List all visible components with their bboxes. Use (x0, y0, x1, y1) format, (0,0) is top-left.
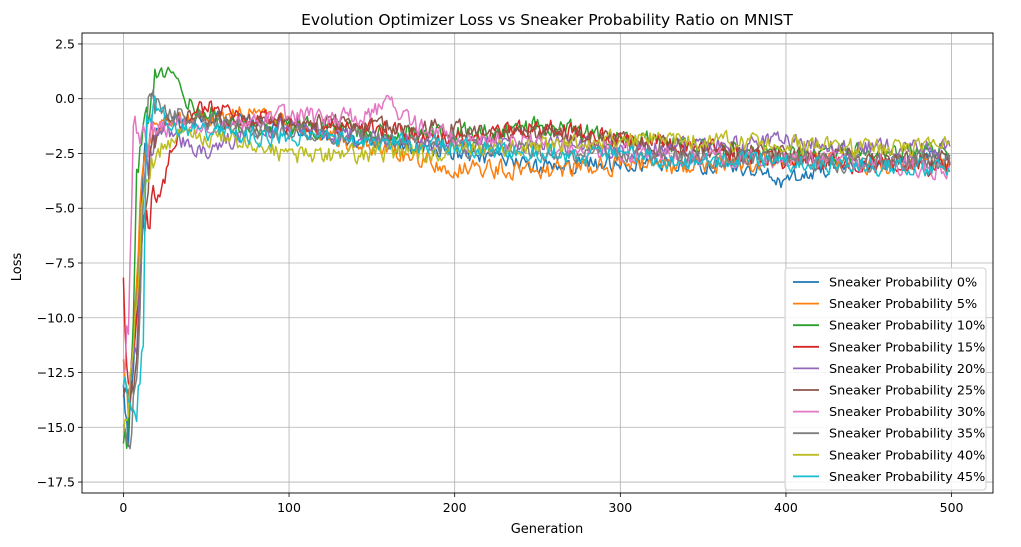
legend-label: Sneaker Probability 30% (829, 405, 985, 420)
plot-area (81, 32, 994, 494)
series-lines (122, 66, 951, 450)
x-tick-label: 0 (119, 500, 127, 515)
x-axis-label: Generation (511, 522, 584, 537)
x-axis-ticks: 0 100 200 300 400 500 (119, 493, 964, 515)
y-tick-label: −2.5 (45, 146, 75, 161)
y-tick-label: −7.5 (45, 256, 75, 271)
legend-label: Sneaker Probability 45% (829, 470, 985, 485)
y-axis-label: Loss (10, 253, 25, 282)
series-line-0 (122, 110, 951, 448)
grid-lines (82, 33, 993, 493)
y-tick-label: −15.0 (37, 420, 75, 435)
legend-label: Sneaker Probability 20% (829, 362, 985, 377)
legend-label: Sneaker Probability 0% (829, 276, 977, 291)
legend-label: Sneaker Probability 35% (829, 427, 985, 442)
legend-label: Sneaker Probability 5% (829, 297, 977, 312)
x-tick-label: 100 (277, 500, 301, 515)
x-tick-label: 400 (774, 500, 798, 515)
y-tick-label: −17.5 (37, 475, 75, 490)
legend-label: Sneaker Probability 15% (829, 340, 985, 355)
legend-label: Sneaker Probability 25% (829, 384, 985, 399)
y-tick-label: 2.5 (55, 36, 75, 51)
series-line-9 (122, 95, 951, 423)
y-tick-label: −10.0 (37, 310, 75, 325)
x-tick-label: 500 (940, 500, 964, 515)
legend-box (784, 267, 987, 491)
y-tick-label: −5.0 (45, 201, 75, 216)
y-axis-ticks: 2.5 0.0 −2.5 −5.0 −7.5 −10.0 −12.5 −15.0 −17.5 (37, 36, 82, 490)
y-tick-label: −12.5 (37, 365, 75, 380)
series-line-8 (122, 127, 951, 434)
x-tick-label: 300 (608, 500, 632, 515)
x-tick-label: 200 (443, 500, 467, 515)
legend-label: Sneaker Probability 10% (829, 319, 985, 334)
y-tick-label: 0.0 (55, 91, 75, 106)
legend: Sneaker Probability 0% Sneaker Probabilit… (784, 267, 987, 491)
legend-label: Sneaker Probability 40% (829, 448, 985, 463)
series-line-3 (122, 100, 951, 388)
chart-title: Evolution Optimizer Loss vs Sneaker Prob… (301, 11, 793, 29)
